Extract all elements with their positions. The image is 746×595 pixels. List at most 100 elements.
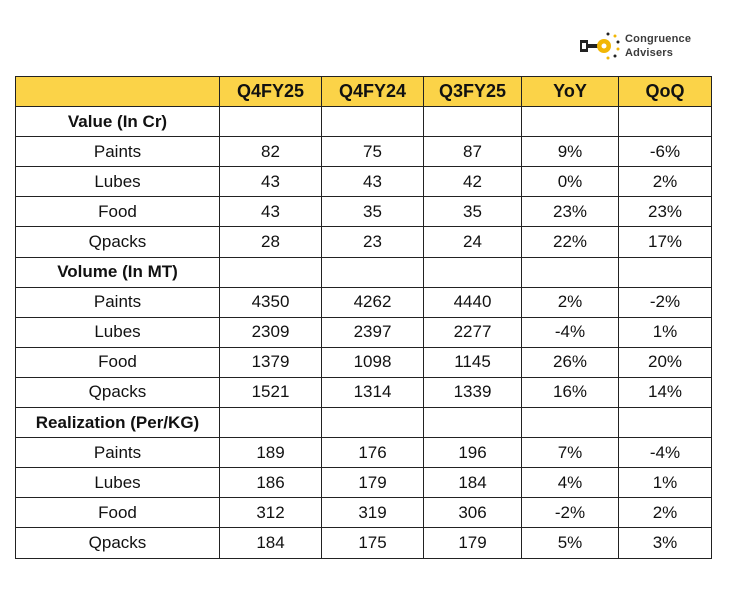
table-cell: 319 — [321, 497, 424, 529]
table-cell: 20% — [618, 346, 712, 378]
table-row: Food 43 35 35 23% 23% — [15, 196, 712, 228]
section-title: Value (In Cr) — [15, 106, 220, 138]
row-label: Qpacks — [15, 226, 220, 258]
table-row: Paints 189 176 196 7% -4% — [15, 437, 712, 469]
row-label: Lubes — [15, 166, 220, 198]
table-cell: -2% — [521, 497, 619, 529]
table-cell: 1145 — [423, 346, 522, 378]
table-cell: 35 — [423, 196, 522, 228]
row-label: Food — [15, 196, 220, 228]
brand-logo: Congruence Advisers — [579, 32, 691, 60]
logo-name-line1: Congruence — [625, 33, 692, 45]
table-cell: 23% — [521, 196, 619, 228]
header-cell — [15, 75, 220, 108]
table-cell: 9% — [521, 136, 619, 168]
table-cell: 2277 — [423, 316, 522, 348]
key-icon — [579, 32, 621, 60]
table-row: Qpacks 1521 1314 1339 16% 14% — [15, 376, 712, 409]
row-label: Lubes — [15, 316, 220, 348]
table-cell: 2397 — [321, 316, 424, 348]
header-cell: Q4FY25 — [219, 75, 322, 108]
table-cell: 306 — [423, 497, 522, 529]
table-cell: 16% — [521, 376, 619, 409]
table-cell: 14% — [618, 376, 712, 409]
table-cell: 43 — [321, 166, 424, 198]
row-label: Qpacks — [15, 376, 220, 409]
section-row: Value (In Cr) — [15, 106, 712, 138]
table-cell: 312 — [219, 497, 322, 529]
header-row: Q4FY25 Q4FY24 Q3FY25 YoY QoQ — [15, 75, 712, 108]
table-row: Paints 82 75 87 9% -6% — [15, 136, 712, 168]
table-cell: -4% — [521, 316, 619, 348]
section-row: Volume (In MT) — [15, 256, 712, 288]
table-cell: 43 — [219, 196, 322, 228]
table-cell: 5% — [521, 527, 619, 559]
section-row: Realization (Per/KG) — [15, 407, 712, 439]
table-row: Lubes 186 179 184 4% 1% — [15, 467, 712, 499]
row-label: Food — [15, 497, 220, 529]
table-cell: 3% — [618, 527, 712, 559]
table-cell: 87 — [423, 136, 522, 168]
table-cell: 2% — [618, 497, 712, 529]
row-label: Paints — [15, 437, 220, 469]
table-cell: 4440 — [423, 286, 522, 318]
header-cell: YoY — [521, 75, 619, 108]
table-cell: 28 — [219, 226, 322, 258]
table-cell: -6% — [618, 136, 712, 168]
table-cell: 4350 — [219, 286, 322, 318]
table-row: Paints 4350 4262 4440 2% -2% — [15, 286, 712, 318]
table-row: Qpacks 184 175 179 5% 3% — [15, 527, 712, 559]
section-title: Realization (Per/KG) — [15, 407, 220, 439]
table-cell: 23 — [321, 226, 424, 258]
table-cell: 22% — [521, 226, 619, 258]
table-cell: 1339 — [423, 376, 522, 409]
table-cell: 82 — [219, 136, 322, 168]
table-cell: 175 — [321, 527, 424, 559]
table-cell: 1379 — [219, 346, 322, 378]
header-cell: Q4FY24 — [321, 75, 424, 108]
table-cell: 184 — [219, 527, 322, 559]
table-cell: 1314 — [321, 376, 424, 409]
header-cell: Q3FY25 — [423, 75, 522, 108]
table-cell: 23% — [618, 196, 712, 228]
table-row: Lubes 43 43 42 0% 2% — [15, 166, 712, 198]
table-cell: 189 — [219, 437, 322, 469]
table-cell: 26% — [521, 346, 619, 378]
table-row: Lubes 2309 2397 2277 -4% 1% — [15, 316, 712, 348]
table-cell: 7% — [521, 437, 619, 469]
row-label: Lubes — [15, 467, 220, 499]
table-row: Food 312 319 306 -2% 2% — [15, 497, 712, 529]
logo-name-line2: Advisers — [625, 47, 674, 59]
table-cell: 184 — [423, 467, 522, 499]
table-cell: 186 — [219, 467, 322, 499]
table-cell: 24 — [423, 226, 522, 258]
table-cell: 0% — [521, 166, 619, 198]
table-cell: 42 — [423, 166, 522, 198]
table-cell: 176 — [321, 437, 424, 469]
section-title: Volume (In MT) — [15, 256, 220, 288]
header-cell: QoQ — [618, 75, 712, 108]
table-cell: 75 — [321, 136, 424, 168]
table-cell: 35 — [321, 196, 424, 228]
row-label: Paints — [15, 136, 220, 168]
table-row: Qpacks 28 23 24 22% 17% — [15, 226, 712, 258]
table-cell: 1098 — [321, 346, 424, 378]
table-cell: 2309 — [219, 316, 322, 348]
table-cell: 1521 — [219, 376, 322, 409]
table-cell: 196 — [423, 437, 522, 469]
table-cell: 179 — [321, 467, 424, 499]
metrics-table: Q4FY25 Q4FY24 Q3FY25 YoY QoQ Value (In C… — [15, 75, 712, 559]
table-cell: 43 — [219, 166, 322, 198]
table-cell: 1% — [618, 467, 712, 499]
table-cell: 179 — [423, 527, 522, 559]
table-cell: 2% — [618, 166, 712, 198]
table-cell: 17% — [618, 226, 712, 258]
table-cell: 4% — [521, 467, 619, 499]
table-cell: 1% — [618, 316, 712, 348]
row-label: Paints — [15, 286, 220, 318]
row-label: Qpacks — [15, 527, 220, 559]
row-label: Food — [15, 346, 220, 378]
table-cell: 2% — [521, 286, 619, 318]
table-cell: -4% — [618, 437, 712, 469]
table-row: Food 1379 1098 1145 26% 20% — [15, 346, 712, 378]
